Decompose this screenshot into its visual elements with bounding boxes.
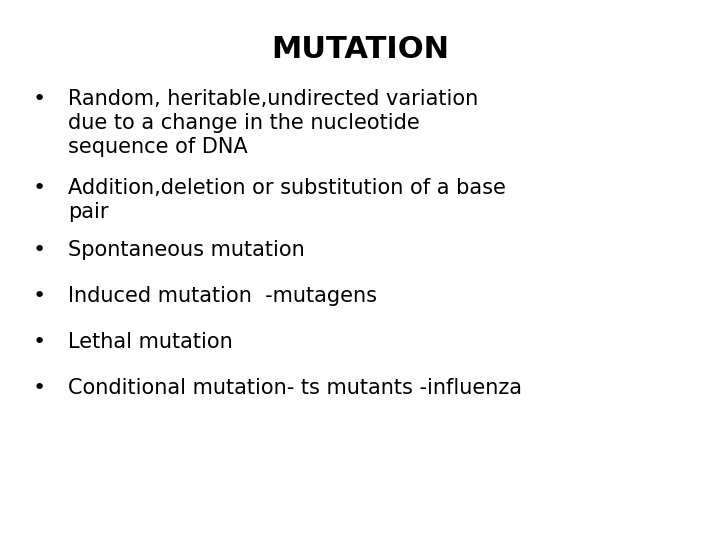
Text: Induced mutation  -mutagens: Induced mutation -mutagens bbox=[68, 286, 377, 306]
Text: •: • bbox=[33, 286, 46, 306]
Text: Conditional mutation- ts mutants -influenza: Conditional mutation- ts mutants -influe… bbox=[68, 378, 523, 398]
Text: Lethal mutation: Lethal mutation bbox=[68, 332, 233, 352]
Text: MUTATION: MUTATION bbox=[271, 35, 449, 64]
Text: Spontaneous mutation: Spontaneous mutation bbox=[68, 240, 305, 260]
Text: •: • bbox=[33, 89, 46, 109]
Text: •: • bbox=[33, 378, 46, 398]
Text: •: • bbox=[33, 332, 46, 352]
Text: •: • bbox=[33, 178, 46, 198]
Text: Random, heritable,undirected variation
due to a change in the nucleotide
sequenc: Random, heritable,undirected variation d… bbox=[68, 89, 479, 157]
Text: Addition,deletion or substitution of a base
pair: Addition,deletion or substitution of a b… bbox=[68, 178, 506, 222]
Text: •: • bbox=[33, 240, 46, 260]
